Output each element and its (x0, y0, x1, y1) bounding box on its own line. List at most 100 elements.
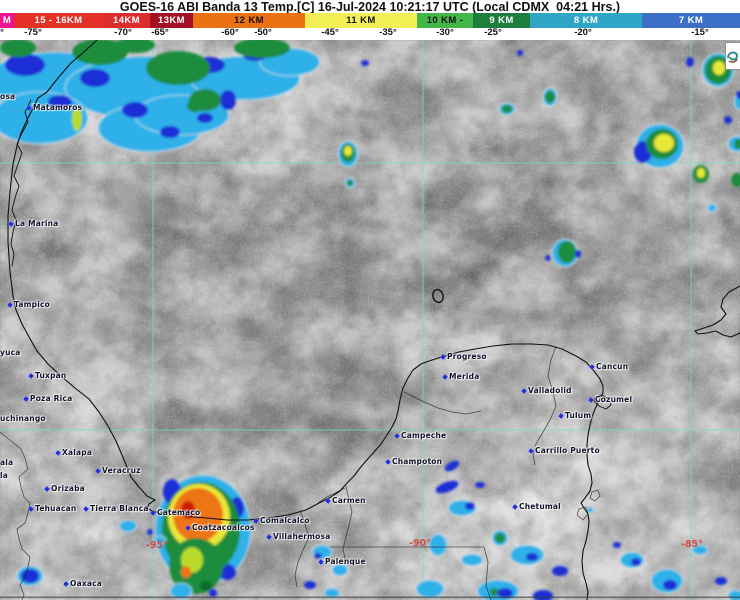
storm-cell-cyan (691, 544, 709, 556)
storm-cell-green (234, 40, 290, 58)
storm-cell-green (72, 40, 128, 65)
temperature-scale: ° -75° -70° -65° -60° -50° -45° -35° -30° -25° -20… (0, 27, 740, 40)
colorbar-segment-10-km: 10 KM - (417, 13, 473, 28)
storm-cell-green (187, 100, 203, 112)
map-bottom-edge (0, 596, 740, 599)
temp-tick-: ° (0, 27, 4, 38)
storm-cell-blue (160, 126, 180, 138)
storm-cell-green (545, 91, 555, 103)
colorbar-segment-13km: 13KM (150, 13, 193, 28)
storm-cell-blue (122, 102, 148, 118)
storm-cell-green (731, 173, 740, 187)
colorbar-segment-15-16km: 15 - 16KM (14, 13, 103, 28)
storm-cell-yellow (344, 146, 352, 156)
satellite-map: osa Matamoros La Marina Tampico yuca Tuxpan Po… (0, 40, 740, 600)
small-island-ring (432, 288, 444, 304)
colorbar-segment-m: M (0, 13, 14, 28)
storm-cell-green (734, 139, 740, 149)
storm-cell-cyan (153, 535, 167, 545)
storm-cell-green (115, 40, 155, 53)
storm-cell-green (490, 588, 498, 596)
storm-cell-cyan (727, 589, 740, 600)
storm-cell-blue (517, 50, 523, 56)
temp-tick-50: -50° (254, 27, 272, 38)
storm-cell-blue (209, 589, 217, 597)
storm-cell-yellowgreen (72, 107, 82, 131)
storm-cell-blue (361, 60, 369, 66)
storm-cell-blue (663, 580, 677, 590)
cuba-coastline (694, 285, 740, 338)
storm-cell-blue (575, 250, 581, 258)
storm-cell-blue (497, 588, 513, 598)
storm-cell-blue (48, 95, 72, 109)
storm-cell-cyan (706, 203, 718, 213)
storm-cell-green (146, 51, 210, 85)
storm-cell-blue (686, 57, 694, 67)
colorbar-segment-14km: 14KM (103, 13, 150, 28)
altitude-colorbar: M 15 - 16KM 14KM 13KM 12 KM 11 KM 10 KM -9 KM 8… (0, 13, 740, 28)
coastline (7, 40, 740, 600)
satellite-imagery (0, 40, 740, 600)
storm-cell-blue (444, 460, 460, 472)
storm-cell-blue (736, 91, 740, 99)
storm-cell-blue (465, 502, 475, 510)
state-borders (0, 345, 601, 600)
storm-cell-cyan (331, 563, 349, 577)
storm-cell-blue (631, 558, 641, 566)
storm-cell-blue (552, 566, 568, 576)
storm-cell-cyan (585, 506, 595, 514)
storm-cell-green (347, 180, 353, 186)
storm-cell-cyan (169, 582, 193, 600)
storm-cell-blue (80, 69, 110, 87)
storm-cell-cyan (428, 533, 448, 557)
logo-swirl-icon (727, 51, 739, 63)
storm-cell-yellow (713, 61, 725, 75)
temp-tick-45: -45° (321, 27, 339, 38)
storm-cell-blue (147, 529, 153, 535)
storm-cell-blue (5, 54, 45, 76)
colorbar-segment-7-km: 7 KM (642, 13, 740, 28)
colorbar-segment-8-km: 8 KM (530, 13, 642, 28)
temp-tick-60: -60° (221, 27, 239, 38)
colorbar-segment-11-km: 11 KM (305, 13, 417, 28)
storm-cell-blue (715, 577, 727, 585)
storm-cell-blue (220, 90, 236, 110)
storm-cell-blue (197, 113, 213, 123)
temp-tick-35: -35° (379, 27, 397, 38)
storm-cell-blue (475, 482, 485, 488)
storm-cell-cyan (415, 579, 445, 599)
storm-cell-green (0, 40, 36, 57)
storm-cell-yellow (654, 134, 674, 152)
storm-cell-blue (613, 542, 621, 548)
image-title: GOES-16 ABI Banda 13 Temp.[C] 16-Jul-202… (119, 0, 621, 14)
colorbar-segment-9-km: 9 KM (473, 13, 530, 28)
convective-cells (0, 40, 740, 600)
temp-tick-65: -65° (151, 27, 169, 38)
storm-cell-blue (304, 581, 316, 589)
colorbar-segment-12-km: 12 KM (193, 13, 305, 28)
storm-cell-blue (724, 116, 732, 124)
storm-cell-blue (21, 569, 39, 583)
storm-cell-blue (526, 553, 538, 561)
storm-cell-darkgreen (200, 581, 212, 591)
storm-cell-cyan (118, 519, 138, 533)
temp-tick-20: -20° (574, 27, 592, 38)
storm-cell-green (502, 105, 512, 113)
storm-cell-blue (435, 480, 459, 494)
storm-cell-blue (545, 255, 551, 261)
temp-tick-70: -70° (114, 27, 132, 38)
storm-cell-cyan (460, 553, 484, 567)
storm-cell-green (558, 241, 576, 263)
storm-cell-yellow (697, 168, 705, 178)
temp-tick-30: -30° (436, 27, 454, 38)
title-bar: GOES-16 ABI Banda 13 Temp.[C] 16-Jul-202… (0, 0, 740, 14)
temp-tick-15: -15° (691, 27, 709, 38)
storm-cell-orange (181, 566, 191, 578)
temp-tick-25: -25° (484, 27, 502, 38)
agency-logo (725, 42, 740, 70)
storm-cell-green (495, 533, 505, 543)
storm-cell-blue (314, 553, 322, 559)
storm-cell-orange (173, 488, 223, 542)
cozumel-island (593, 394, 612, 410)
